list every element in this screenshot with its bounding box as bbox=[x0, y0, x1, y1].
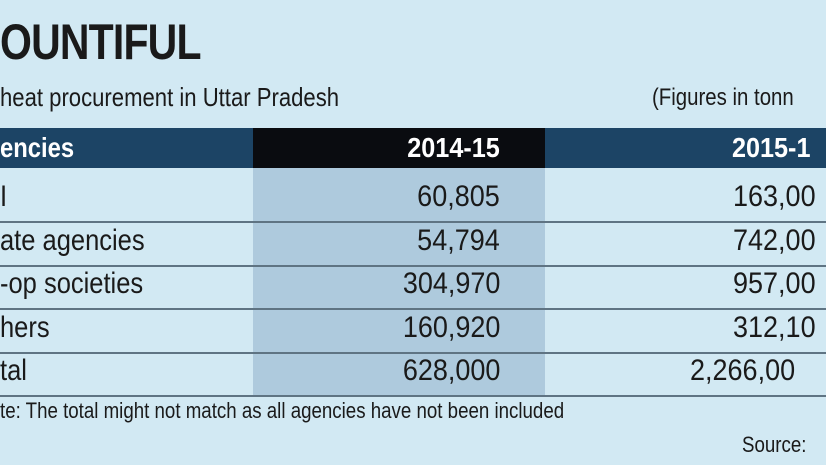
table-row: tal 628,000 2,266,00 bbox=[0, 352, 826, 397]
value-2014-15-cell: 304,970 bbox=[402, 267, 500, 300]
value-2014-15-cell: 160,920 bbox=[402, 310, 500, 344]
header-agencies: encies bbox=[0, 132, 75, 163]
chart-title: OUNTIFUL bbox=[0, 14, 202, 70]
value-2015-16-cell: 312,10 bbox=[733, 310, 816, 344]
header-highlight bbox=[253, 128, 545, 168]
agency-cell: I bbox=[0, 180, 8, 213]
source-label: Source: bbox=[742, 432, 807, 457]
agency-cell: ate agencies bbox=[0, 223, 145, 257]
table-row: I 60,805 163,00 bbox=[0, 178, 826, 223]
agency-cell: hers bbox=[0, 310, 50, 344]
value-2015-16-cell: 957,00 bbox=[733, 267, 816, 300]
agency-cell: tal bbox=[0, 354, 27, 387]
value-2014-15-cell: 54,794 bbox=[417, 223, 500, 257]
table-row: hers 160,920 312,10 bbox=[0, 309, 826, 354]
agency-cell: -op societies bbox=[0, 267, 144, 300]
chart-subtitle: heat procurement in Uttar Pradesh bbox=[0, 82, 340, 112]
table-row: ate agencies 54,794 742,00 bbox=[0, 222, 826, 267]
value-2015-16-cell: 742,00 bbox=[733, 223, 816, 257]
value-2015-16-cell: 163,00 bbox=[733, 180, 816, 213]
value-2014-15-cell: 628,000 bbox=[402, 354, 500, 387]
units-note: (Figures in tonn bbox=[652, 84, 794, 111]
value-2015-16-cell: 2,266,00 bbox=[690, 354, 796, 387]
table-header: encies 2014-15 2015-1 bbox=[0, 128, 826, 168]
value-2014-15-cell: 60,805 bbox=[417, 180, 500, 213]
table-row: -op societies 304,970 957,00 bbox=[0, 265, 826, 310]
column-highlight-2014-15 bbox=[253, 168, 545, 395]
footnote: te: The total might not match as all age… bbox=[0, 398, 565, 423]
header-2014-15: 2014-15 bbox=[407, 132, 500, 163]
header-2015-16: 2015-1 bbox=[732, 132, 811, 163]
